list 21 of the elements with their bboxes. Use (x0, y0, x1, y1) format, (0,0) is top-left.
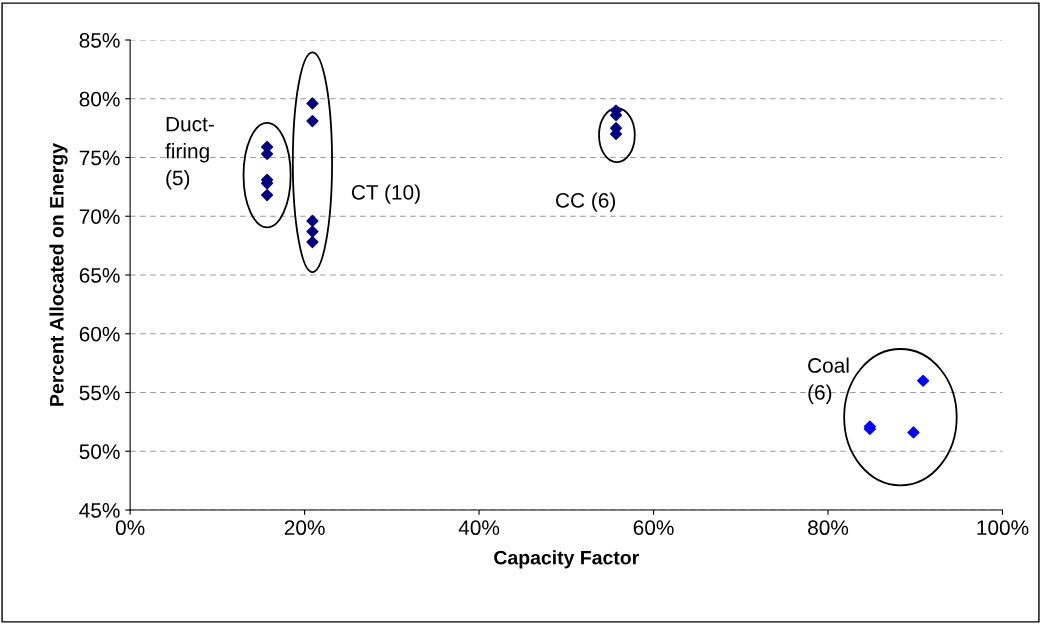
x-tick-label: 100% (977, 520, 1029, 536)
y-tick-label: 45% (79, 503, 120, 518)
y-tick-label: 85% (79, 33, 120, 48)
annotation: Duct- firing (5) (165, 116, 214, 190)
y-tick-label: 55% (79, 385, 120, 401)
x-axis-title: Capacity Factor (494, 550, 639, 569)
y-tick-label: 80% (79, 91, 120, 107)
annotation: CT (10) (351, 184, 420, 204)
x-tick-label: 0% (115, 520, 145, 536)
annotation: CC (6) (556, 192, 616, 212)
y-axis-title: Percent Allocated on Energy (49, 143, 68, 406)
y-tick-label: 75% (79, 150, 120, 166)
y-tick-label: 70% (79, 209, 120, 224)
annotation: Coal (6) (808, 357, 849, 404)
x-tick-label: 20% (284, 520, 325, 536)
x-tick-label: 40% (458, 520, 500, 536)
x-tick-label: 60% (633, 520, 674, 536)
x-tick-label: 80% (808, 520, 849, 536)
y-tick-label: 65% (79, 268, 120, 283)
y-tick-label: 50% (79, 444, 120, 459)
y-tick-label: 60% (79, 326, 120, 342)
